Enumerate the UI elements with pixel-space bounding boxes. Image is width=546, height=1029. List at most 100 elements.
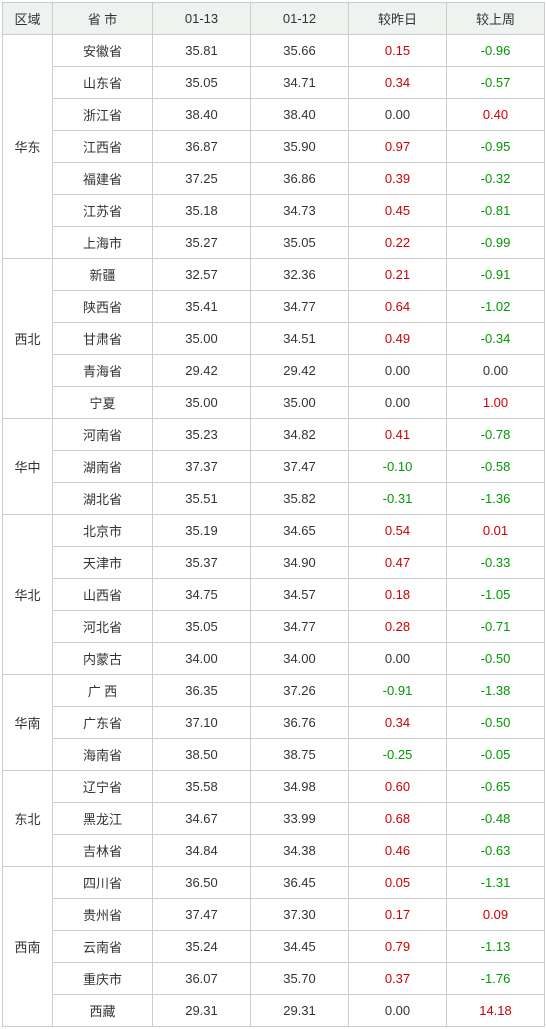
value-wow: -1.13 (447, 931, 545, 963)
value-d13: 35.51 (153, 483, 251, 515)
value-d13: 35.81 (153, 35, 251, 67)
value-wow: -0.65 (447, 771, 545, 803)
province-cell: 上海市 (53, 227, 153, 259)
table-row: 云南省35.2434.450.79-1.13 (3, 931, 545, 963)
value-wow: -0.32 (447, 163, 545, 195)
value-d13: 35.24 (153, 931, 251, 963)
value-d12: 34.98 (251, 771, 349, 803)
region-cell: 西南 (3, 867, 53, 1027)
value-wow: 14.18 (447, 995, 545, 1027)
value-d12: 35.82 (251, 483, 349, 515)
value-wow: -1.31 (447, 867, 545, 899)
province-cell: 四川省 (53, 867, 153, 899)
value-d12: 34.77 (251, 611, 349, 643)
value-d13: 34.00 (153, 643, 251, 675)
table-row: 重庆市36.0735.700.37-1.76 (3, 963, 545, 995)
value-wow: -0.33 (447, 547, 545, 579)
value-d12: 29.31 (251, 995, 349, 1027)
value-wow: 0.01 (447, 515, 545, 547)
value-wow: -0.99 (447, 227, 545, 259)
province-cell: 贵州省 (53, 899, 153, 931)
province-cell: 浙江省 (53, 99, 153, 131)
table-row: 广东省37.1036.760.34-0.50 (3, 707, 545, 739)
table-body: 华东安徽省35.8135.660.15-0.96山东省35.0534.710.3… (3, 35, 545, 1027)
value-dod: 0.22 (349, 227, 447, 259)
value-d12: 34.65 (251, 515, 349, 547)
province-cell: 吉林省 (53, 835, 153, 867)
value-dod: 0.00 (349, 643, 447, 675)
value-dod: 0.41 (349, 419, 447, 451)
province-cell: 广东省 (53, 707, 153, 739)
value-wow: -1.02 (447, 291, 545, 323)
value-dod: 0.15 (349, 35, 447, 67)
province-cell: 河南省 (53, 419, 153, 451)
col-date1: 01-13 (153, 3, 251, 35)
value-d12: 36.45 (251, 867, 349, 899)
value-wow: -0.34 (447, 323, 545, 355)
value-d12: 34.82 (251, 419, 349, 451)
value-dod: 0.17 (349, 899, 447, 931)
province-cell: 广 西 (53, 675, 153, 707)
value-d12: 34.71 (251, 67, 349, 99)
table-row: 江西省36.8735.900.97-0.95 (3, 131, 545, 163)
table-row: 华中河南省35.2334.820.41-0.78 (3, 419, 545, 451)
value-d13: 35.19 (153, 515, 251, 547)
value-wow: -0.78 (447, 419, 545, 451)
province-cell: 宁夏 (53, 387, 153, 419)
table-row: 贵州省37.4737.300.170.09 (3, 899, 545, 931)
value-wow: -1.76 (447, 963, 545, 995)
value-d13: 35.18 (153, 195, 251, 227)
value-wow: -0.50 (447, 643, 545, 675)
table-header: 区域 省 市 01-13 01-12 较昨日 较上周 (3, 3, 545, 35)
value-d12: 34.57 (251, 579, 349, 611)
col-region: 区域 (3, 3, 53, 35)
value-d13: 35.37 (153, 547, 251, 579)
table-row: 西南四川省36.5036.450.05-1.31 (3, 867, 545, 899)
table-row: 华北北京市35.1934.650.540.01 (3, 515, 545, 547)
province-cell: 河北省 (53, 611, 153, 643)
province-cell: 福建省 (53, 163, 153, 195)
province-cell: 内蒙古 (53, 643, 153, 675)
value-d12: 34.73 (251, 195, 349, 227)
table-row: 华东安徽省35.8135.660.15-0.96 (3, 35, 545, 67)
table-row: 陕西省35.4134.770.64-1.02 (3, 291, 545, 323)
value-d12: 34.77 (251, 291, 349, 323)
value-dod: 0.28 (349, 611, 447, 643)
province-cell: 安徽省 (53, 35, 153, 67)
value-d13: 32.57 (153, 259, 251, 291)
value-d12: 34.90 (251, 547, 349, 579)
value-d13: 34.84 (153, 835, 251, 867)
value-wow: -0.95 (447, 131, 545, 163)
value-wow: 0.40 (447, 99, 545, 131)
province-cell: 云南省 (53, 931, 153, 963)
value-dod: -0.91 (349, 675, 447, 707)
table-row: 黑龙江34.6733.990.68-0.48 (3, 803, 545, 835)
value-dod: -0.10 (349, 451, 447, 483)
region-cell: 华东 (3, 35, 53, 259)
value-d12: 35.66 (251, 35, 349, 67)
value-dod: 0.64 (349, 291, 447, 323)
table-row: 山西省34.7534.570.18-1.05 (3, 579, 545, 611)
table-row: 华南广 西36.3537.26-0.91-1.38 (3, 675, 545, 707)
value-wow: -0.05 (447, 739, 545, 771)
value-d12: 32.36 (251, 259, 349, 291)
table-row: 上海市35.2735.050.22-0.99 (3, 227, 545, 259)
province-cell: 黑龙江 (53, 803, 153, 835)
province-cell: 山西省 (53, 579, 153, 611)
province-cell: 陕西省 (53, 291, 153, 323)
value-d13: 35.05 (153, 67, 251, 99)
province-cell: 天津市 (53, 547, 153, 579)
province-cell: 海南省 (53, 739, 153, 771)
value-d13: 34.75 (153, 579, 251, 611)
value-d12: 34.45 (251, 931, 349, 963)
value-dod: 0.54 (349, 515, 447, 547)
value-dod: 0.68 (349, 803, 447, 835)
value-dod: 0.05 (349, 867, 447, 899)
value-d12: 35.90 (251, 131, 349, 163)
table-row: 西北新疆32.5732.360.21-0.91 (3, 259, 545, 291)
province-cell: 新疆 (53, 259, 153, 291)
price-table: 区域 省 市 01-13 01-12 较昨日 较上周 华东安徽省35.8135.… (2, 2, 545, 1027)
table-row: 浙江省38.4038.400.000.40 (3, 99, 545, 131)
value-d13: 37.25 (153, 163, 251, 195)
value-d12: 29.42 (251, 355, 349, 387)
